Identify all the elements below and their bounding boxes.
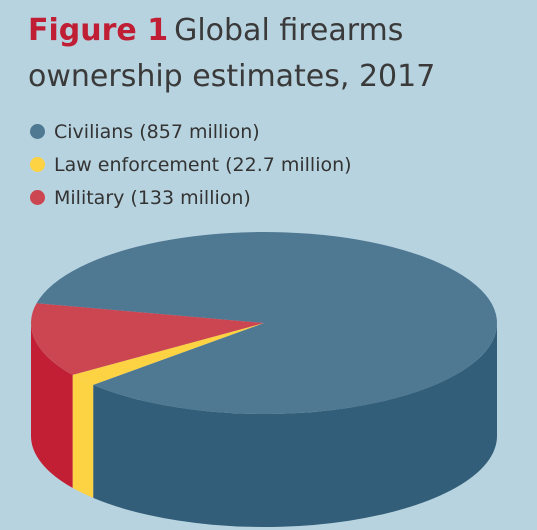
- legend-swatch-civilians: [30, 124, 45, 139]
- legend-label-civilians: Civilians (857 million): [54, 120, 260, 143]
- chart-legend: Civilians (857 million) Law enforcement …: [30, 115, 352, 214]
- pie-side-military: [31, 323, 73, 488]
- legend-swatch-law-enforcement: [30, 157, 45, 172]
- figure-title-text: Global firearms ownership estimates, 201…: [28, 13, 436, 94]
- legend-swatch-military: [30, 190, 45, 205]
- pie-slice-military: [30, 303, 264, 375]
- legend-item-military: Military (133 million): [30, 181, 352, 214]
- legend-item-law-enforcement: Law enforcement (22.7 million): [30, 148, 352, 181]
- legend-label-military: Military (133 million): [54, 186, 251, 209]
- pie-slice-civilians: [36, 232, 497, 415]
- pie-slice-law-enforcement: [72, 323, 264, 385]
- pie-side-law-enforcement: [72, 374, 94, 498]
- pie-side-civilians: [93, 323, 497, 527]
- figure-label: Figure 1: [28, 13, 169, 48]
- legend-label-law-enforcement: Law enforcement (22.7 million): [54, 153, 352, 176]
- legend-item-civilians: Civilians (857 million): [30, 115, 352, 148]
- figure-title: Figure 1 Global firearms ownership estima…: [28, 8, 528, 100]
